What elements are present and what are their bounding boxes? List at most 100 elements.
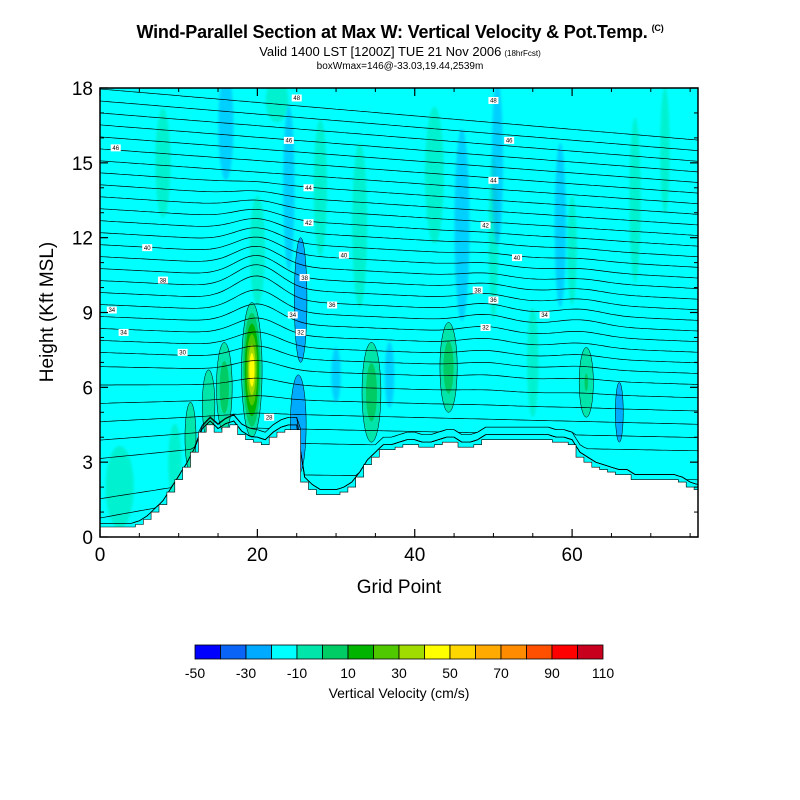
- colorbar-swatch: [296, 644, 323, 660]
- colorbar-tick-label: 70: [493, 665, 509, 681]
- terrain-mask: [100, 424, 698, 537]
- chart-title: Wind-Parallel Section at Max W: Vertical…: [0, 22, 800, 43]
- chart-title-text: Wind-Parallel Section at Max W: Vertical…: [136, 22, 648, 42]
- field-streak: [424, 106, 444, 244]
- chart-subtitle-tag: (18hrFcst): [504, 49, 541, 58]
- isentrope-line: [100, 124, 698, 173]
- y-tick-label: 0: [82, 528, 93, 549]
- chart-subtitle: Valid 1400 LST [1200Z] TUE 21 Nov 2006 (1…: [0, 44, 800, 59]
- isentrope-label: 42: [482, 223, 489, 229]
- isentrope-label-box: [287, 311, 298, 319]
- field-streak: [105, 445, 134, 529]
- isentrope-label-box: [299, 274, 310, 282]
- colorbar: -50 -30 -10 10 30 50 70 90 110: [185, 644, 614, 681]
- colorbar-title: Vertical Velocity (cm/s): [329, 685, 470, 701]
- updraft-core: [189, 428, 192, 446]
- isentrope-label-box: [295, 328, 306, 336]
- field-streak: [249, 195, 265, 306]
- colorbar-swatch: [526, 644, 553, 660]
- isentrope-line: [100, 218, 698, 258]
- colorbar-tick-label: -10: [287, 665, 307, 681]
- isentrope-line: [100, 412, 698, 425]
- isentrope-line: [100, 395, 698, 412]
- isentrope-line: [100, 227, 698, 268]
- isentrope-label: 40: [341, 253, 348, 259]
- updraft-core: [207, 396, 211, 414]
- chart-subtitle-text: Valid 1400 LST [1200Z] TUE 21 Nov 2006: [259, 44, 502, 59]
- isentrope-label: 48: [490, 99, 497, 105]
- isentrope-label-box: [512, 254, 523, 262]
- updraft-core: [222, 376, 227, 399]
- colorbar-swatch: [424, 644, 451, 660]
- y-tick-label: 6: [82, 378, 93, 399]
- x-tick-label: 0: [95, 545, 106, 566]
- isentrope-line: [100, 184, 698, 226]
- isentrope-label-box: [106, 306, 117, 314]
- isentrope-label: 46: [285, 139, 292, 145]
- downdraft-core: [618, 404, 621, 420]
- isentrope-label: 48: [293, 96, 300, 102]
- isentrope-line: [100, 208, 698, 247]
- colorbar-swatch: [322, 644, 349, 660]
- y-tick-label: 9: [82, 304, 93, 325]
- isentrope-line: [100, 317, 698, 353]
- colorbar-swatch: [500, 644, 527, 660]
- isentrope-label: 32: [482, 326, 489, 332]
- isentrope-line: [100, 136, 698, 183]
- updraft-core: [446, 356, 451, 379]
- isentrope-label-box: [488, 96, 499, 104]
- isentrope-label: 30: [179, 351, 186, 357]
- colorbar-tick-label: 30: [391, 665, 407, 681]
- colorbar-tick-label: 90: [544, 665, 560, 681]
- downdraft-core: [299, 284, 303, 316]
- box-info: boxWmax=146@-33.03,19.44,2539m: [316, 61, 484, 72]
- isentrope-label: 34: [541, 313, 548, 319]
- isentrope-label: 38: [474, 288, 481, 294]
- isentrope-label-box: [480, 323, 491, 331]
- isentrope-label: 44: [305, 186, 312, 192]
- field-streak: [629, 117, 641, 283]
- y-tick-label: 3: [82, 453, 93, 474]
- isentrope-label: 44: [490, 178, 497, 184]
- isentrope-label-box: [327, 301, 338, 309]
- colorbar-swatch: [398, 644, 425, 660]
- x-tick-label: 40: [404, 545, 425, 566]
- isentrope-label: 36: [490, 298, 497, 304]
- isentrope-label: 42: [305, 221, 312, 227]
- isentrope-line: [100, 360, 698, 385]
- isentrope-label: 38: [301, 276, 308, 282]
- field-streak: [527, 307, 539, 418]
- isentrope-line: [100, 264, 698, 311]
- y-axis-title: Height (Kft MSL): [37, 242, 58, 382]
- field-streak: [660, 88, 670, 214]
- isentrope-line: [100, 245, 698, 289]
- isentrope-label-box: [110, 144, 121, 152]
- x-axis-title: Grid Point: [357, 577, 442, 598]
- y-tick-label: 12: [72, 229, 93, 250]
- isentrope-label: 40: [144, 246, 151, 252]
- isentrope-lines: [100, 88, 698, 524]
- isentrope-label-box: [488, 296, 499, 304]
- isentrope-line: [100, 303, 698, 342]
- colorbar-swatch: [449, 644, 476, 660]
- isentrope-label-box: [264, 413, 275, 421]
- isentrope-line: [100, 255, 698, 300]
- isentrope-label-box: [303, 184, 314, 192]
- colorbar-swatch: [194, 644, 221, 660]
- isentrope-line: [100, 289, 698, 332]
- isentrope-label-box: [291, 94, 302, 102]
- isentrope-label: 32: [297, 331, 304, 337]
- isentrope-label: 40: [514, 256, 521, 262]
- isentrope-label: 36: [329, 303, 336, 309]
- isentrope-label-box: [488, 176, 499, 184]
- colorbar-swatch: [220, 644, 247, 660]
- isentrope-label: 34: [108, 308, 115, 314]
- colorbar-tick-label: -30: [236, 665, 256, 681]
- field-streak: [554, 142, 566, 308]
- colorbar-swatch: [245, 644, 272, 660]
- isentrope-label-box: [472, 286, 483, 294]
- field-streak: [265, 88, 289, 123]
- field-streak: [218, 88, 234, 181]
